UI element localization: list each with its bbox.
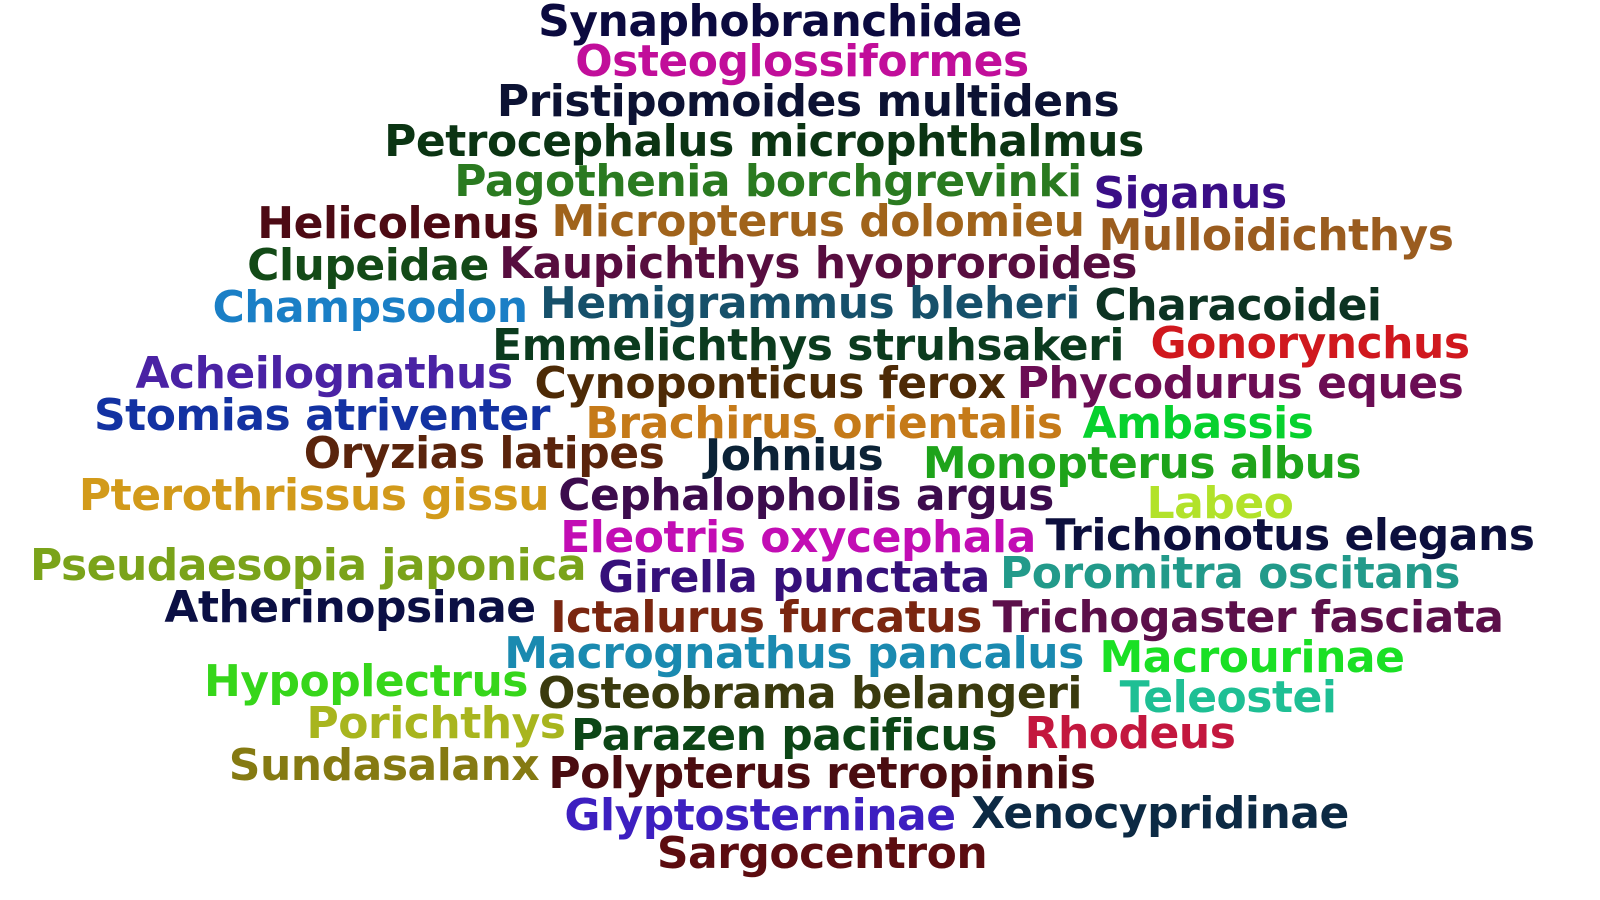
cloud-word: Poromitra oscitans (1000, 548, 1460, 599)
cloud-word: Osteoglossiformes (575, 36, 1029, 87)
cloud-word: Atherinopsinae (164, 582, 536, 633)
cloud-word: Trichonotus elegans (1045, 510, 1535, 561)
cloud-word: Hemigrammus bleheri (540, 278, 1080, 329)
cloud-word: Teleostei (1119, 672, 1337, 723)
cloud-word: Rhodeus (1024, 708, 1236, 759)
cloud-word: Stomias atriventer (93, 390, 551, 441)
cloud-word: Osteobrama belangeri (538, 668, 1083, 719)
cloud-word: Emmelichthys struhsakeri (492, 320, 1124, 371)
cloud-word: Phycodurus eques (1016, 358, 1464, 409)
cloud-word: Ictalurus furcatus (550, 592, 982, 643)
cloud-word: Brachirus orientalis (585, 398, 1063, 449)
cloud-word: Pristipomoides multidens (496, 76, 1120, 127)
cloud-word: Sargocentron (656, 828, 988, 879)
cloud-word: Mulloidichthys (1098, 210, 1454, 261)
cloud-word: Johnius (704, 430, 884, 481)
cloud-word: Cynoponticus ferox (534, 358, 1006, 409)
cloud-word: Acheilognathus (135, 348, 513, 399)
cloud-word: Sundasalanx (228, 740, 540, 791)
cloud-word: Porichthys (306, 698, 566, 749)
cloud-word: Labeo (1146, 478, 1294, 529)
cloud-word: Monopterus albus (922, 438, 1362, 489)
cloud-word: Glyptosterninae (564, 790, 956, 841)
cloud-word: Cephalopholis argus (558, 470, 1054, 521)
cloud-word: Pagothenia borchgrevinki (454, 156, 1082, 207)
cloud-word: Champsodon (212, 282, 528, 333)
cloud-word: Oryzias latipes (303, 428, 665, 479)
cloud-word: Ambassis (1082, 398, 1314, 449)
cloud-word: Siganus (1093, 168, 1287, 219)
cloud-word: Synaphobranchidae (538, 0, 1022, 47)
cloud-word: Trichogaster fasciata (992, 592, 1504, 643)
cloud-word: Micropterus dolomieu (551, 196, 1085, 247)
cloud-word: Pterothrissus gissu (78, 470, 550, 521)
cloud-word: Eleotris oxycephala (560, 512, 1036, 563)
cloud-word: Xenocypridinae (971, 788, 1349, 839)
cloud-word: Girella punctata (598, 552, 990, 603)
cloud-word: Macrourinae (1099, 632, 1405, 683)
cloud-word: Helicolenus (257, 198, 539, 249)
cloud-word: Hypoplectrus (204, 656, 528, 707)
cloud-word: Kaupichthys hyoproroides (499, 238, 1137, 289)
cloud-word: Macrognathus pancalus (504, 628, 1084, 679)
cloud-word: Polypterus retropinnis (548, 748, 1096, 799)
cloud-word: Petrocephalus microphthalmus (384, 116, 1144, 167)
cloud-word: Pseudaesopia japonica (29, 540, 587, 591)
cloud-word: Clupeidae (247, 240, 489, 291)
cloud-word: Parazen pacificus (571, 710, 997, 761)
cloud-word: Characoidei (1094, 280, 1382, 331)
cloud-word: Gonorynchus (1150, 318, 1470, 369)
